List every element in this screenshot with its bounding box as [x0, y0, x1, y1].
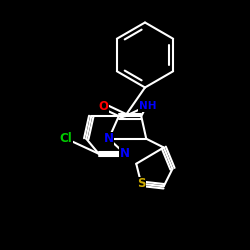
Text: O: O: [99, 100, 109, 113]
Text: S: S: [137, 177, 145, 190]
Text: Cl: Cl: [60, 132, 72, 145]
Text: N: N: [104, 132, 114, 145]
Text: NH: NH: [139, 101, 156, 111]
Text: N: N: [120, 147, 130, 160]
